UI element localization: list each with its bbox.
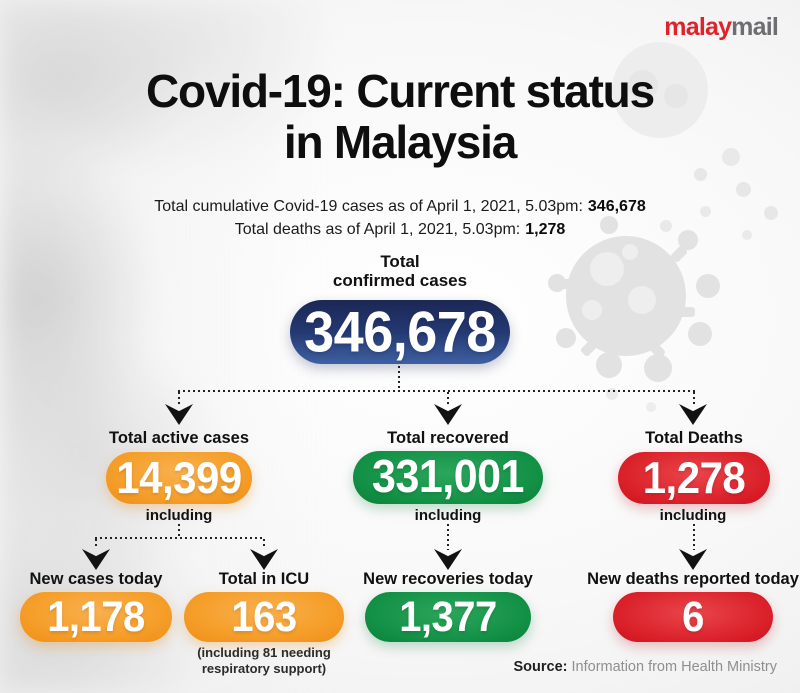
down-arrow-icon	[165, 404, 193, 425]
malaymail-logo: malaymail	[664, 13, 779, 42]
new-cases-label: New cases today	[29, 570, 163, 588]
coronavirus-icon	[548, 216, 720, 386]
background-dot	[694, 168, 707, 181]
icu-label: Total in ICU	[218, 570, 310, 588]
logo-malay: malay	[664, 13, 732, 41]
down-arrow-icon	[679, 549, 707, 570]
connector-newdeaths-stem	[693, 524, 695, 550]
source-label: Source:	[513, 659, 568, 675]
including-label-active: including	[145, 507, 213, 524]
recovered-value: 331,001	[372, 451, 524, 503]
new-deaths-value: 6	[682, 592, 704, 641]
including-label-recovered: including	[414, 507, 482, 524]
source-text: Information from Health Ministry	[571, 659, 777, 675]
icu-note: (including 81 needing respiratory suppor…	[164, 645, 364, 676]
connector-active-split-bar	[95, 537, 265, 539]
subtitle-2-text: Total deaths as of April 1, 2021, 5.03pm…	[234, 220, 521, 238]
including-label-deaths: including	[659, 507, 727, 524]
icu-note-line-1: (including 81 needing	[197, 645, 331, 660]
new-recoveries-label: New recoveries today	[363, 570, 533, 588]
logo-mail: mail	[731, 13, 779, 41]
background-dot	[736, 182, 751, 197]
deaths-pill: 1,278	[618, 452, 770, 504]
source-note: Source: Information from Health Ministry	[514, 659, 777, 675]
total-confirmed-pill: 346,678	[290, 300, 510, 364]
down-arrow-icon	[250, 549, 278, 570]
active-cases-pill: 14,399	[106, 452, 252, 504]
title-line-2: in Malaysia	[283, 116, 517, 168]
total-confirmed-value: 346,678	[304, 299, 496, 365]
new-recoveries-pill: 1,377	[365, 592, 531, 642]
new-deaths-label: New deaths reported today	[587, 570, 799, 588]
total-confirmed-label: Total confirmed cases	[332, 252, 468, 290]
subtitle-1-value: 346,678	[587, 198, 646, 215]
down-arrow-icon	[434, 549, 462, 570]
down-arrow-icon	[679, 404, 707, 425]
active-cases-label: Total active cases	[108, 429, 250, 447]
down-arrow-icon	[434, 404, 462, 425]
deaths-value: 1,278	[642, 452, 746, 503]
title-line-1: Covid-19: Current status	[146, 65, 655, 117]
down-arrow-icon	[82, 549, 110, 570]
subtitle: Total cumulative Covid-19 cases as of Ap…	[0, 196, 800, 241]
active-cases-value: 14,399	[116, 452, 242, 503]
connector-stub-icu	[263, 539, 265, 549]
subtitle-line-2: Total deaths as of April 1, 2021, 5.03pm…	[0, 219, 800, 242]
new-deaths-pill: 6	[613, 592, 773, 642]
recovered-label: Total recovered	[387, 429, 509, 447]
page-title: Covid-19: Current status in Malaysia	[0, 66, 800, 168]
icu-value: 163	[231, 592, 297, 641]
connector-stub-recovered	[447, 392, 449, 404]
connector-level1-bar	[178, 390, 695, 392]
connector-stub-newcases	[95, 539, 97, 549]
new-cases-pill: 1,178	[20, 592, 172, 642]
new-recoveries-value: 1,377	[399, 592, 497, 641]
connector-stub-deaths	[693, 392, 695, 404]
recovered-pill: 331,001	[353, 451, 543, 504]
icu-pill: 163	[184, 592, 344, 642]
subtitle-2-value: 1,278	[525, 220, 566, 238]
connector-recoveries-stem	[447, 524, 449, 550]
background-dot	[646, 402, 656, 412]
icu-note-line-2: respiratory support)	[201, 660, 327, 676]
deaths-label: Total Deaths	[645, 429, 743, 447]
connector-stub-active	[178, 392, 180, 404]
connector-root-stem	[398, 366, 400, 390]
new-cases-value: 1,178	[47, 592, 145, 641]
subtitle-line-1: Total cumulative Covid-19 cases as of Ap…	[0, 196, 800, 219]
subtitle-1-text: Total cumulative Covid-19 cases as of Ap…	[154, 198, 583, 215]
connector-active-stem	[178, 524, 180, 538]
